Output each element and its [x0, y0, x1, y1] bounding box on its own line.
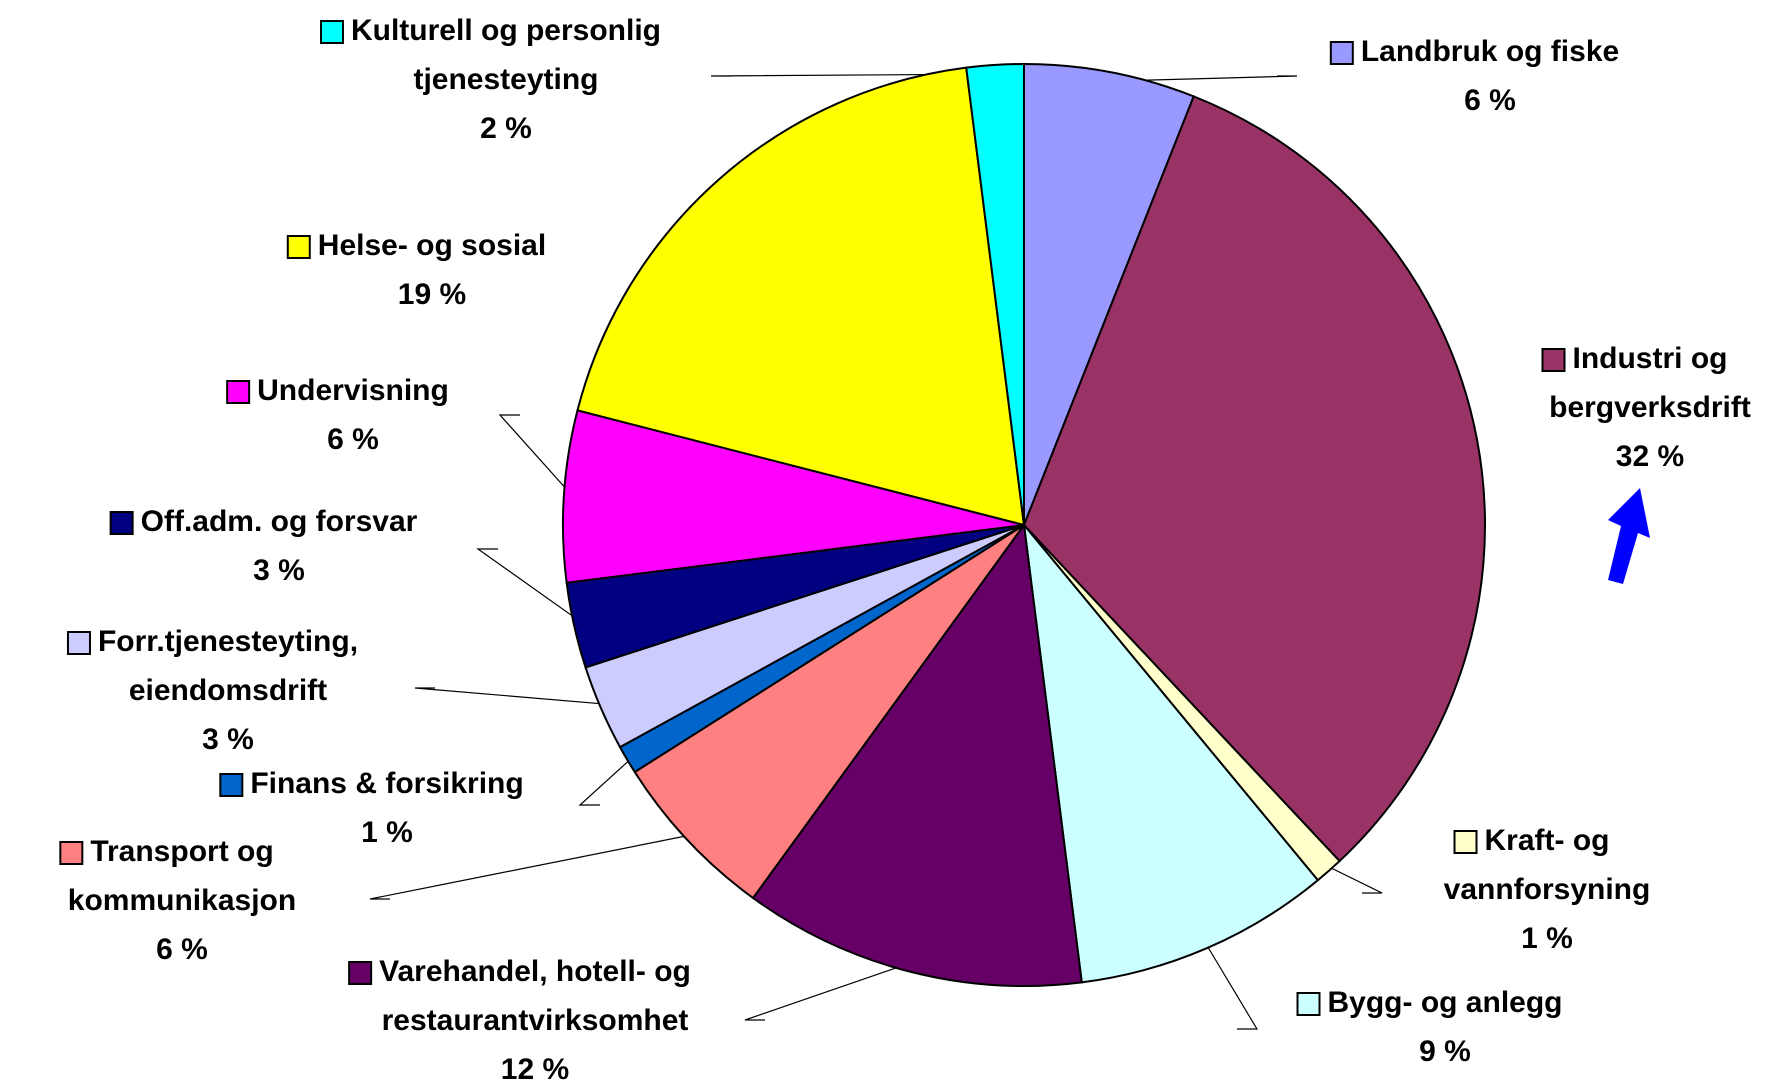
value-label: 32 %	[1616, 440, 1684, 473]
legend-key	[59, 841, 84, 865]
leader-line	[369, 833, 695, 900]
label-line: Helse- og sosial	[318, 229, 546, 262]
label-line: vannforsyning	[1444, 873, 1651, 906]
value-label: 1 %	[1521, 922, 1573, 955]
slice-label: Helse- og sosial	[318, 229, 546, 262]
leader-line	[414, 687, 610, 706]
label-line: Kraft- og	[1485, 824, 1610, 857]
label-line: eiendomsdrift	[129, 674, 327, 707]
slice	[751, 522, 1083, 987]
label-line: restaurantvirksomhet	[382, 1004, 689, 1037]
value-label: 9 %	[1419, 1035, 1471, 1068]
leader-line	[476, 548, 584, 625]
value-label: 12 %	[501, 1053, 569, 1081]
slice-label: Industri og bergverksdrift	[1549, 342, 1751, 424]
label-line: Kulturell og personlig	[351, 14, 661, 47]
pie	[562, 62, 1486, 987]
slice	[1022, 95, 1486, 863]
label-line: Finans & forsikring	[250, 767, 523, 800]
leader-line	[1322, 863, 1383, 894]
label-line: Industri og	[1573, 342, 1728, 375]
slice-label: Kraft- og vannforsyning	[1444, 824, 1651, 906]
value-label: 2 %	[480, 112, 532, 145]
slice	[1022, 521, 1320, 984]
legend-key	[219, 773, 244, 797]
legend-key	[1329, 41, 1354, 65]
legend-key	[226, 380, 251, 404]
labels: Landbruk og fiske 6 % Industri og bergverks…	[59, 14, 1751, 1081]
value-label: 3 %	[202, 723, 254, 756]
slice-label: Bygg- og anlegg	[1328, 986, 1563, 1019]
leader-line	[498, 414, 574, 498]
value-label: 3 %	[253, 554, 305, 587]
leader-line	[578, 754, 636, 806]
legend-key	[66, 631, 91, 655]
label-line: kommunikasjon	[68, 884, 296, 917]
legend-key	[109, 511, 134, 535]
label-line: Varehandel, hotell- og	[379, 955, 691, 988]
legend-key	[319, 20, 344, 44]
slice-label: Kulturell og personlig tjenesteyting	[351, 14, 661, 96]
label-line: tjenesteyting	[413, 63, 598, 96]
label-line: Off.adm. og forsvar	[141, 505, 418, 538]
slice-label: Off.adm. og forsvar	[141, 505, 418, 538]
legend-key	[1453, 830, 1478, 854]
slice-label: Forr.tjenesteyting, eiendomsdrift	[98, 625, 358, 707]
slice-label: Undervisning	[257, 374, 449, 407]
value-label: 6 %	[1464, 84, 1516, 117]
slice	[633, 524, 1025, 900]
legend-key	[1296, 992, 1321, 1016]
slice-label: Transport og kommunikasjon	[68, 835, 296, 917]
label-line: Forr.tjenesteyting,	[98, 625, 358, 658]
label-line: bergverksdrift	[1549, 391, 1751, 424]
arrow	[1608, 488, 1650, 584]
slice	[965, 62, 1025, 526]
slice-label: Varehandel, hotell- og restaurantvirksomh…	[379, 955, 691, 1037]
leader-line	[1108, 75, 1298, 82]
value-label: 1 %	[361, 816, 413, 849]
leader-lines	[369, 73, 1383, 1030]
label-line: Transport og	[90, 835, 273, 868]
slice	[576, 66, 1026, 527]
leader-line	[744, 962, 912, 1021]
slice-label: Finans & forsikring	[250, 767, 523, 800]
value-label: 6 %	[156, 933, 208, 966]
label-line: Undervisning	[257, 374, 449, 407]
label-line: Landbruk og fiske	[1361, 35, 1619, 68]
leader-line	[710, 73, 996, 77]
label-line: Bygg- og anlegg	[1328, 986, 1563, 1019]
legend-key	[286, 235, 311, 259]
slice-label: Landbruk og fiske	[1361, 35, 1619, 68]
slice	[1023, 62, 1196, 526]
leader-line	[1202, 939, 1259, 1030]
legend-key	[348, 961, 373, 985]
slice	[562, 409, 1025, 584]
value-label: 6 %	[327, 423, 379, 456]
value-label: 19 %	[398, 278, 466, 311]
legend-key	[1541, 348, 1566, 372]
